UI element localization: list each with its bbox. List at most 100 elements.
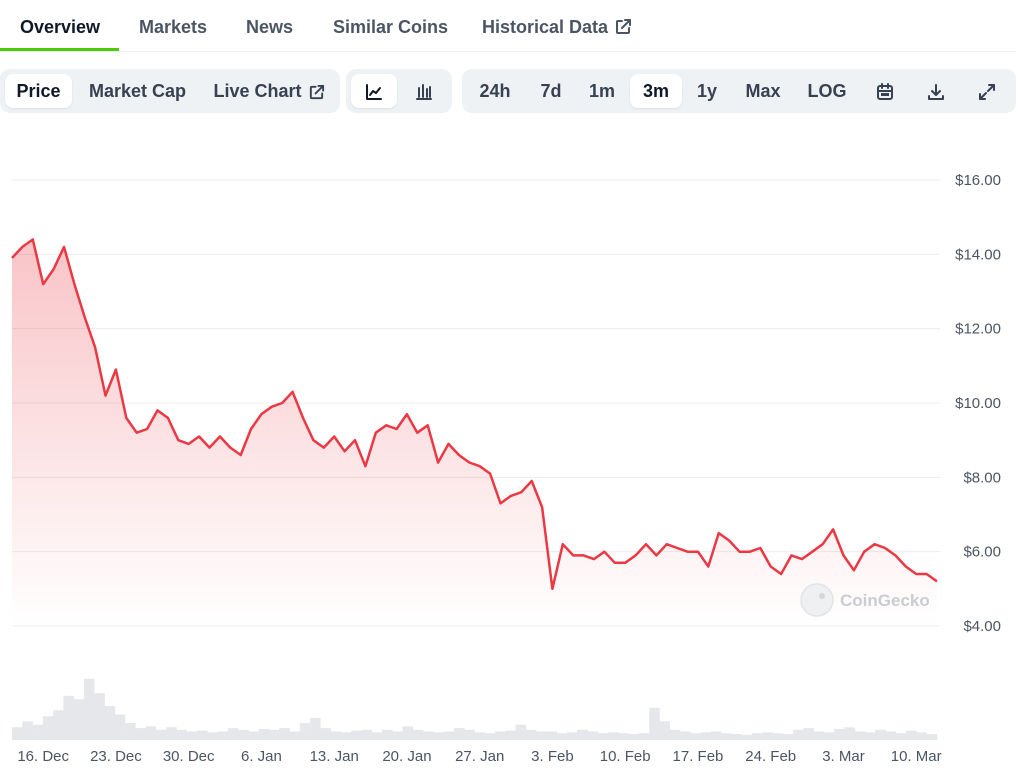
volume-bar (166, 727, 177, 740)
market-cap-button[interactable]: Market Cap (80, 74, 195, 108)
log-scale-button[interactable]: LOG (798, 74, 856, 108)
range-max-label: Max (745, 81, 781, 101)
volume-bar (443, 731, 455, 740)
tab-overview-label: Overview (20, 17, 101, 37)
live-chart-button[interactable]: Live Chart (205, 74, 333, 108)
volume-bar (330, 731, 342, 740)
volume-bar (227, 728, 239, 740)
metric-toggle-group: Price Market Cap Live Chart (0, 69, 340, 113)
x-tick-label: 16. Dec (17, 748, 69, 765)
volume-bar (865, 732, 876, 740)
line-chart-button[interactable] (351, 74, 397, 108)
volume-bar (83, 678, 95, 740)
range-max-button[interactable]: Max (735, 74, 791, 108)
candlestick-chart-button[interactable] (401, 74, 447, 108)
volume-bar (382, 729, 393, 740)
volume-bar (505, 730, 516, 740)
x-tick-label: 17. Feb (673, 748, 724, 765)
volume-bar (680, 731, 691, 740)
volume-bar (495, 731, 506, 740)
y-tick-label: $6.00 (963, 544, 1001, 561)
price-area (12, 239, 937, 626)
volume-bar (453, 728, 465, 740)
volume-bar (310, 717, 321, 740)
price-chart[interactable]: $16.00$14.00$12.00$10.00$8.00$6.00$4.00 … (0, 150, 1024, 773)
y-axis-ticks: $16.00 $14.00 $12.00 $10.00 $8.00 $6.00 $4.00 (955, 172, 1001, 635)
volume-bar (556, 733, 568, 740)
range-24h-button[interactable]: 24h (470, 74, 520, 108)
volume-bar (649, 707, 660, 740)
volume-bar (772, 733, 784, 740)
volume-bar (207, 732, 218, 740)
range-1y-label: 1y (696, 81, 718, 101)
calendar-button[interactable] (865, 74, 905, 108)
range-7d-button[interactable]: 7d (528, 74, 574, 108)
volume-bar (875, 729, 886, 740)
range-1m-button[interactable]: 1m (579, 74, 625, 108)
tab-overview[interactable]: Overview (20, 0, 100, 52)
line-chart-icon (366, 84, 382, 101)
time-range-toolbar: 24h 7d 1m 3m 1y Max LOG (462, 69, 1016, 113)
fullscreen-button[interactable] (967, 74, 1007, 108)
volume-bar (279, 728, 290, 740)
tab-markets[interactable]: Markets (139, 0, 207, 52)
x-tick-label: 13. Jan (310, 748, 359, 765)
volume-bars (12, 678, 938, 740)
tab-markets-label: Markets (139, 17, 208, 37)
tab-similar-coins[interactable]: Similar Coins (333, 0, 448, 52)
volume-bar (710, 731, 722, 740)
volume-bar (94, 693, 105, 740)
volume-bar (844, 727, 856, 740)
volume-bar (823, 732, 835, 740)
volume-bar (854, 731, 866, 740)
live-chart-button-label: Live Chart (213, 81, 302, 101)
external-link-icon (616, 19, 632, 34)
y-tick-label: $12.00 (955, 321, 1001, 338)
volume-bar (731, 734, 743, 740)
tab-news[interactable]: News (246, 0, 293, 52)
volume-bar (474, 732, 486, 740)
volume-bar (659, 721, 671, 740)
volume-bar (628, 734, 640, 740)
tab-news-label: News (246, 17, 294, 37)
log-scale-label: LOG (807, 81, 847, 101)
volume-bar (721, 733, 732, 740)
volume-bar (515, 724, 527, 740)
volume-bar (12, 727, 23, 740)
volume-bar (608, 732, 619, 740)
volume-bar (197, 730, 208, 740)
x-tick-label: 6. Jan (241, 748, 282, 765)
volume-bar (371, 732, 383, 740)
tab-historical-data[interactable]: Historical Data (482, 0, 632, 52)
price-button[interactable]: Price (5, 74, 72, 108)
download-button[interactable] (916, 74, 956, 108)
volume-bar (587, 731, 599, 740)
range-3m-label: 3m (642, 81, 669, 101)
x-tick-label: 24. Feb (745, 748, 796, 765)
volume-bar (906, 730, 917, 740)
gecko-logo-icon (800, 583, 834, 617)
volume-bar (238, 729, 249, 740)
volume-bar (525, 729, 537, 740)
volume-bar (885, 731, 897, 740)
top-tab-bar: Overview Markets News Similar Coins Hist… (0, 0, 1016, 52)
x-tick-label: 30. Dec (163, 748, 215, 765)
candlestick-chart-icon (416, 84, 432, 101)
volume-bar (700, 732, 712, 740)
volume-bar (464, 729, 475, 740)
download-icon (928, 84, 944, 101)
volume-bar (351, 730, 362, 740)
x-axis-ticks: 16. Dec 23. Dec 30. Dec 6. Jan 13. Jan 20. Ja… (17, 748, 941, 765)
volume-bar (484, 733, 496, 740)
range-3m-button[interactable]: 3m (630, 74, 682, 108)
y-tick-label: $8.00 (963, 469, 1001, 486)
x-tick-label: 10. Mar (891, 748, 942, 765)
range-7d-label: 7d (540, 81, 562, 101)
volume-bar (104, 706, 116, 740)
volume-bar (53, 710, 64, 740)
market-cap-button-label: Market Cap (88, 81, 187, 101)
x-tick-label: 3. Mar (822, 748, 865, 765)
volume-bar (361, 729, 373, 740)
volume-bar (392, 731, 403, 740)
range-1y-button[interactable]: 1y (686, 74, 728, 108)
